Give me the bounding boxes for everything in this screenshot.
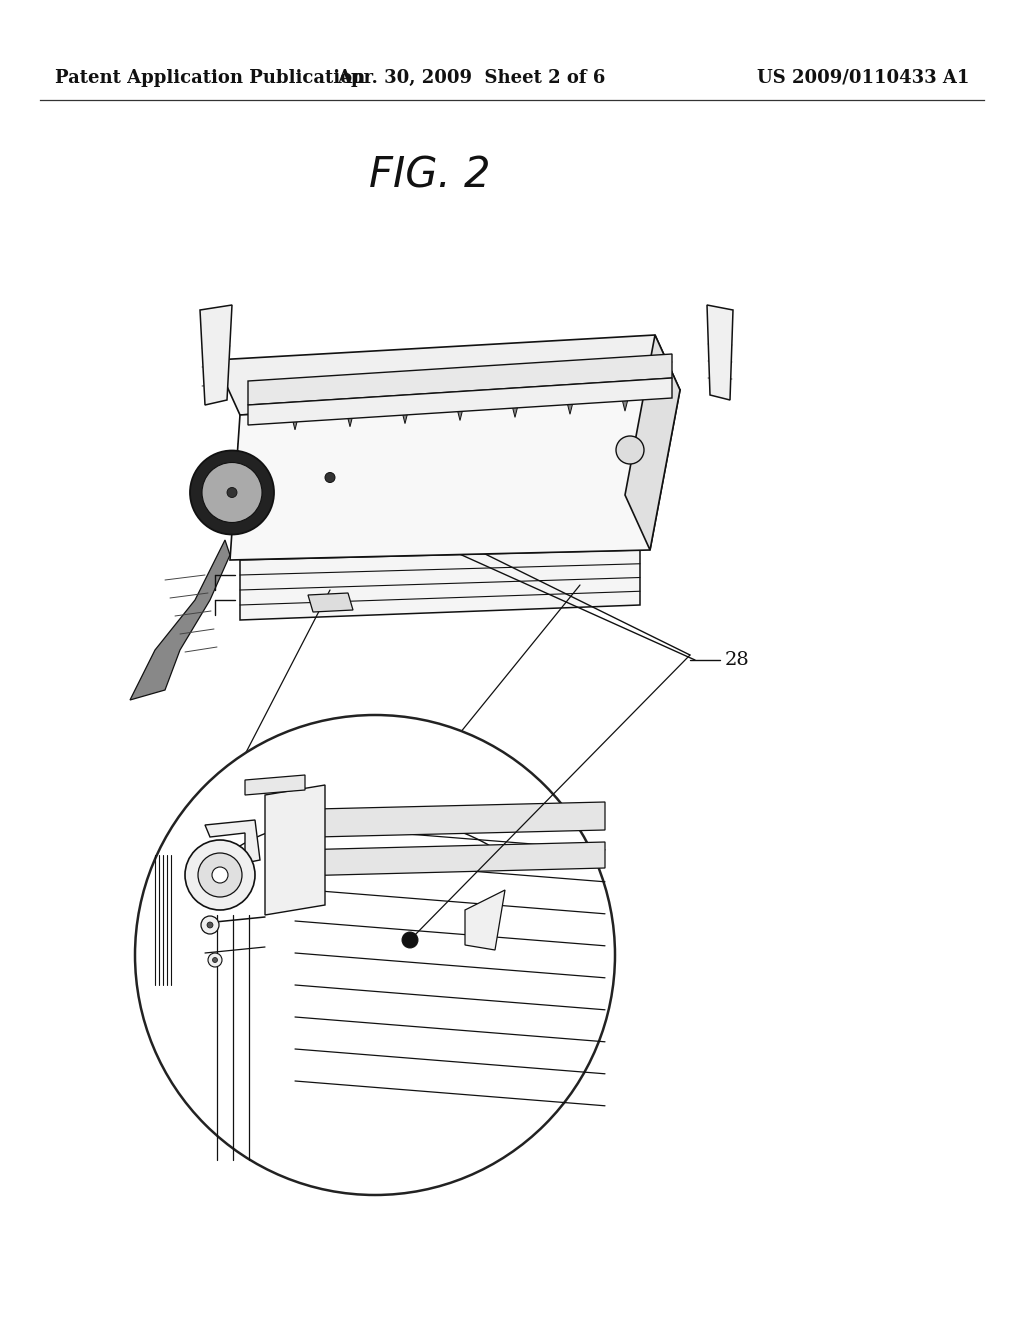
Polygon shape: [205, 820, 260, 863]
Text: FIG. 2: FIG. 2: [370, 154, 490, 195]
Circle shape: [212, 867, 228, 883]
Text: US 2009/0110433 A1: US 2009/0110433 A1: [757, 69, 969, 87]
Circle shape: [185, 840, 255, 909]
Polygon shape: [456, 404, 464, 421]
Polygon shape: [248, 354, 672, 405]
Polygon shape: [240, 550, 640, 620]
Polygon shape: [215, 335, 680, 414]
Polygon shape: [245, 775, 305, 795]
Circle shape: [208, 953, 222, 968]
Circle shape: [201, 916, 219, 935]
Text: Patent Application Publication: Patent Application Publication: [55, 69, 366, 87]
Polygon shape: [248, 378, 672, 425]
Polygon shape: [265, 785, 325, 915]
Circle shape: [402, 932, 418, 948]
Circle shape: [190, 450, 274, 535]
Circle shape: [207, 921, 213, 928]
Polygon shape: [707, 305, 733, 400]
Polygon shape: [511, 401, 519, 417]
Polygon shape: [291, 414, 299, 430]
Circle shape: [202, 462, 262, 523]
Polygon shape: [308, 593, 353, 612]
Polygon shape: [621, 395, 629, 411]
Circle shape: [227, 487, 237, 498]
Polygon shape: [346, 411, 354, 426]
Circle shape: [325, 473, 335, 483]
Polygon shape: [130, 540, 230, 700]
Polygon shape: [625, 335, 680, 550]
Circle shape: [616, 436, 644, 465]
Circle shape: [198, 853, 242, 898]
Text: Apr. 30, 2009  Sheet 2 of 6: Apr. 30, 2009 Sheet 2 of 6: [337, 69, 605, 87]
Circle shape: [135, 715, 615, 1195]
Circle shape: [213, 957, 217, 962]
Text: 28: 28: [725, 651, 750, 669]
Polygon shape: [401, 408, 409, 424]
Polygon shape: [200, 305, 232, 405]
Polygon shape: [566, 399, 574, 414]
Polygon shape: [295, 842, 605, 876]
Polygon shape: [465, 890, 505, 950]
Polygon shape: [230, 389, 680, 560]
Polygon shape: [275, 803, 605, 838]
